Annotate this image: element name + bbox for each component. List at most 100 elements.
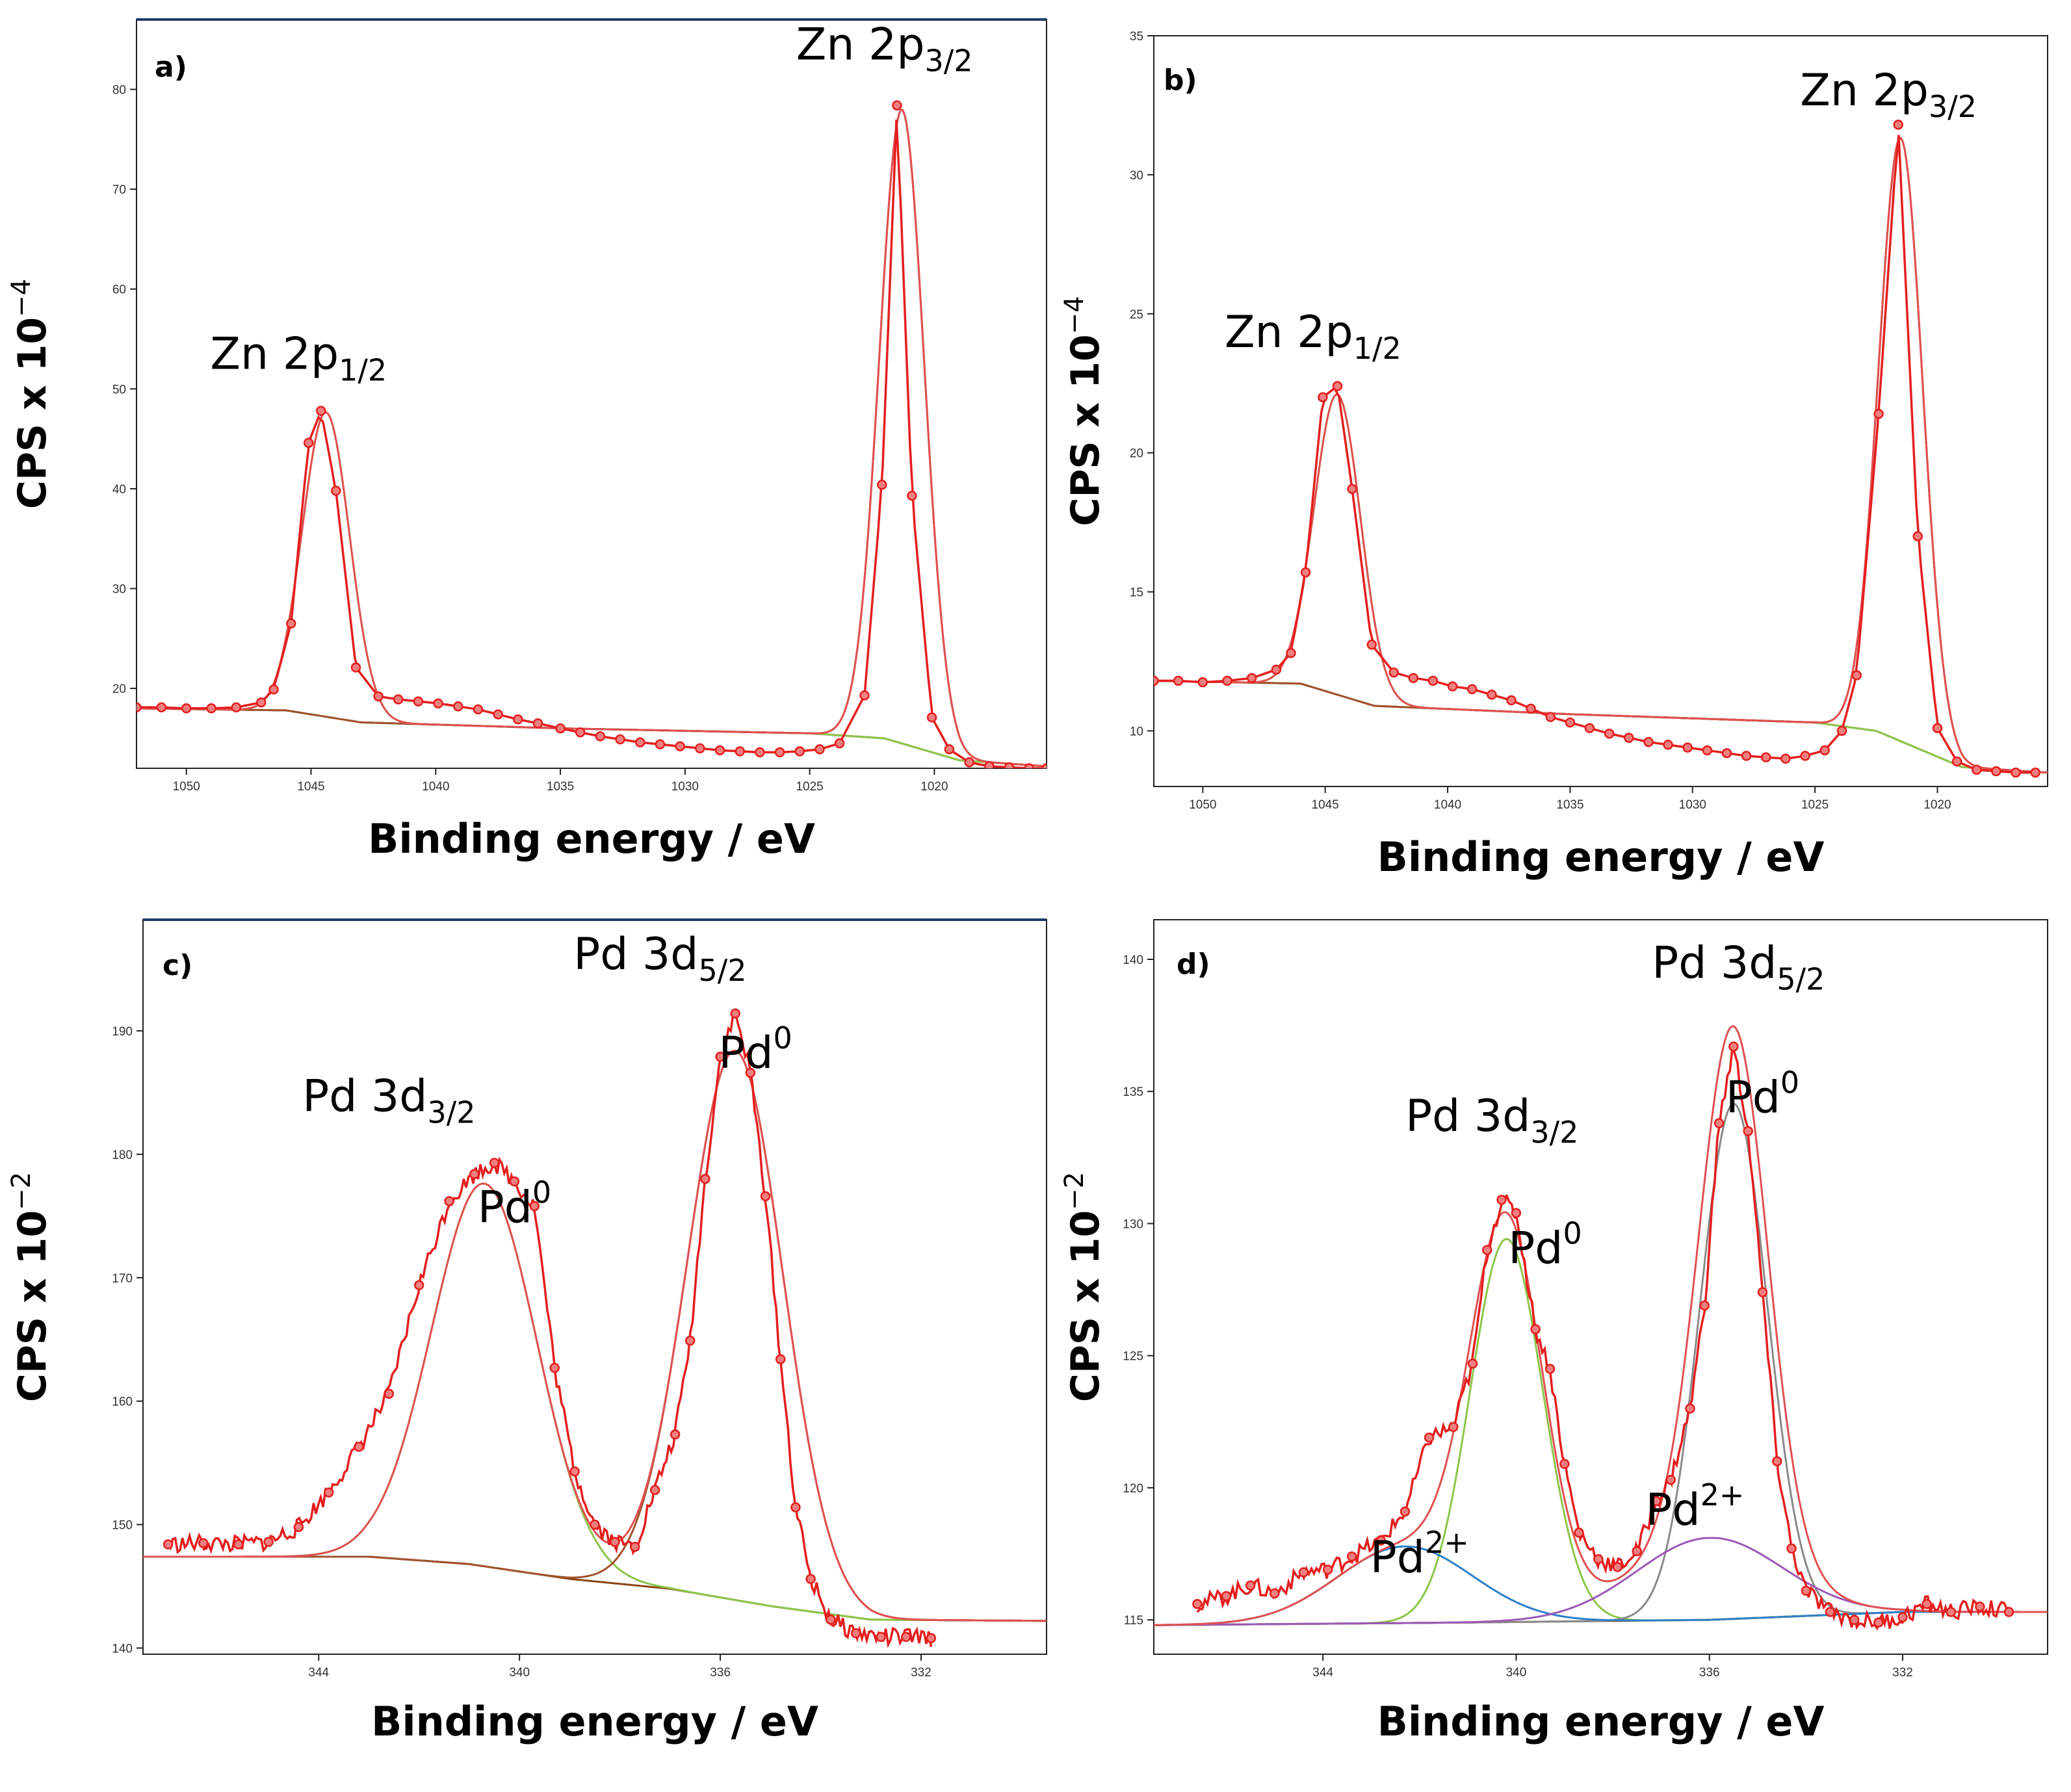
- x-axis-label: Binding energy / eV: [371, 1698, 818, 1745]
- y-tick-label: 30: [1130, 169, 1143, 183]
- data-point: [1946, 1607, 1957, 1617]
- data-point: [1565, 717, 1576, 728]
- peak-annotation: Zn 2p1/2: [210, 329, 387, 388]
- data-point: [805, 1574, 816, 1584]
- data-point: [1836, 725, 1847, 736]
- raw-data-trace: [1154, 135, 2036, 774]
- data-point: [1298, 1567, 1309, 1578]
- data-point: [859, 690, 870, 701]
- component-peak-1: [143, 1182, 1047, 1622]
- data-point: [1154, 675, 1159, 686]
- raw-data-trace: [167, 1011, 933, 1648]
- data-point: [384, 1388, 395, 1399]
- plot-frame: [136, 19, 1047, 769]
- peak-annotation: Pd0: [718, 1020, 792, 1079]
- background-curve: [143, 1555, 1047, 1622]
- data-point: [1849, 1615, 1860, 1625]
- y-tick-label: 135: [1123, 1085, 1143, 1099]
- data-point: [1663, 740, 1673, 750]
- data-point: [814, 744, 825, 755]
- data-point: [790, 1502, 801, 1513]
- data-point: [1246, 673, 1257, 683]
- data-point: [569, 1466, 580, 1477]
- data-point: [1713, 1118, 1725, 1128]
- x-tick-label: 1020: [1923, 798, 1951, 812]
- y-tick-label: 40: [112, 483, 126, 497]
- data-point: [1897, 1612, 1908, 1622]
- y-tick-label: 80: [112, 84, 126, 97]
- data-point: [316, 406, 326, 416]
- peak-annotation: Zn 2p3/2: [1800, 65, 1977, 124]
- data-point: [198, 1538, 209, 1548]
- peak-annotation: Zn 2p3/2: [796, 19, 973, 78]
- data-point: [1682, 742, 1693, 753]
- y-tick-label: 130: [1123, 1217, 1143, 1231]
- data-point: [1221, 1591, 1232, 1602]
- data-point: [1612, 1562, 1623, 1572]
- data-point: [1346, 1551, 1357, 1562]
- y-tick-label: 20: [1130, 447, 1143, 461]
- y-axis-label: CPS x 10−2: [7, 1172, 55, 1402]
- peak-annotation: Pd 3d5/2: [1652, 937, 1825, 996]
- y-tick-label: 140: [112, 1643, 133, 1656]
- data-point: [206, 703, 216, 714]
- data-point: [1375, 1535, 1387, 1546]
- y-tick-label: 140: [1123, 954, 1143, 967]
- background-curve: [1154, 679, 2048, 774]
- x-axis-label: Binding energy / eV: [1377, 833, 1825, 881]
- data-point: [268, 684, 279, 695]
- data-point: [794, 746, 805, 757]
- x-tick-label: 1040: [422, 780, 449, 794]
- data-point: [730, 1008, 740, 1019]
- data-point: [2003, 1607, 2014, 1617]
- data-point: [303, 437, 314, 448]
- data-point: [1873, 409, 1884, 419]
- data-point: [354, 1442, 364, 1452]
- data-point: [1041, 763, 1047, 768]
- data-point: [1743, 1126, 1753, 1136]
- peak-annotation: Pd 3d5/2: [573, 929, 746, 988]
- data-point: [532, 718, 543, 729]
- data-point: [1604, 728, 1615, 739]
- y-tick-label: 150: [112, 1519, 133, 1533]
- y-tick-label: 25: [1130, 308, 1143, 322]
- data-point: [1574, 1527, 1584, 1538]
- panel-c: 344 340 336 332 140 150 160 170 180 190 Binding en…: [7, 918, 1047, 1745]
- data-point: [413, 1280, 424, 1290]
- x-tick-label: 1035: [547, 780, 574, 794]
- data-point: [595, 731, 606, 742]
- data-point: [876, 1631, 886, 1643]
- y-tick-label: 15: [1130, 586, 1143, 600]
- data-point: [1467, 1358, 1478, 1369]
- x-tick-label: 344: [1312, 1666, 1333, 1680]
- data-point: [1024, 763, 1034, 768]
- data-point: [1932, 723, 1943, 733]
- data-point: [469, 1169, 480, 1179]
- data-point: [1322, 1565, 1333, 1575]
- x-tick-label: 1030: [1679, 798, 1706, 812]
- data-point: [181, 703, 192, 714]
- data-point: [1286, 647, 1296, 658]
- data-point: [1173, 675, 1184, 686]
- peak-annotation: Pd0: [1726, 1065, 1799, 1124]
- data-point: [735, 746, 745, 757]
- data-point: [926, 1633, 937, 1644]
- data-point: [1643, 736, 1654, 747]
- x-tick-label: 1025: [1801, 798, 1829, 812]
- data-point: [1651, 1496, 1661, 1506]
- x-tick-label: 344: [308, 1666, 329, 1680]
- data-point: [453, 701, 463, 712]
- y-tick-label: 170: [112, 1272, 133, 1286]
- data-point: [655, 739, 666, 749]
- data-point: [826, 1615, 836, 1625]
- data-point: [163, 1539, 174, 1550]
- data-point: [755, 747, 765, 758]
- data-point: [1388, 667, 1399, 678]
- panel-label: b): [1164, 64, 1197, 97]
- y-tick-label: 70: [112, 183, 126, 197]
- component-peak-2: [143, 1049, 1047, 1622]
- peak-annotation: Pd 3d3/2: [1405, 1091, 1578, 1150]
- data-point: [1921, 1599, 1932, 1609]
- peak-annotation: Zn 2p1/2: [1225, 307, 1401, 366]
